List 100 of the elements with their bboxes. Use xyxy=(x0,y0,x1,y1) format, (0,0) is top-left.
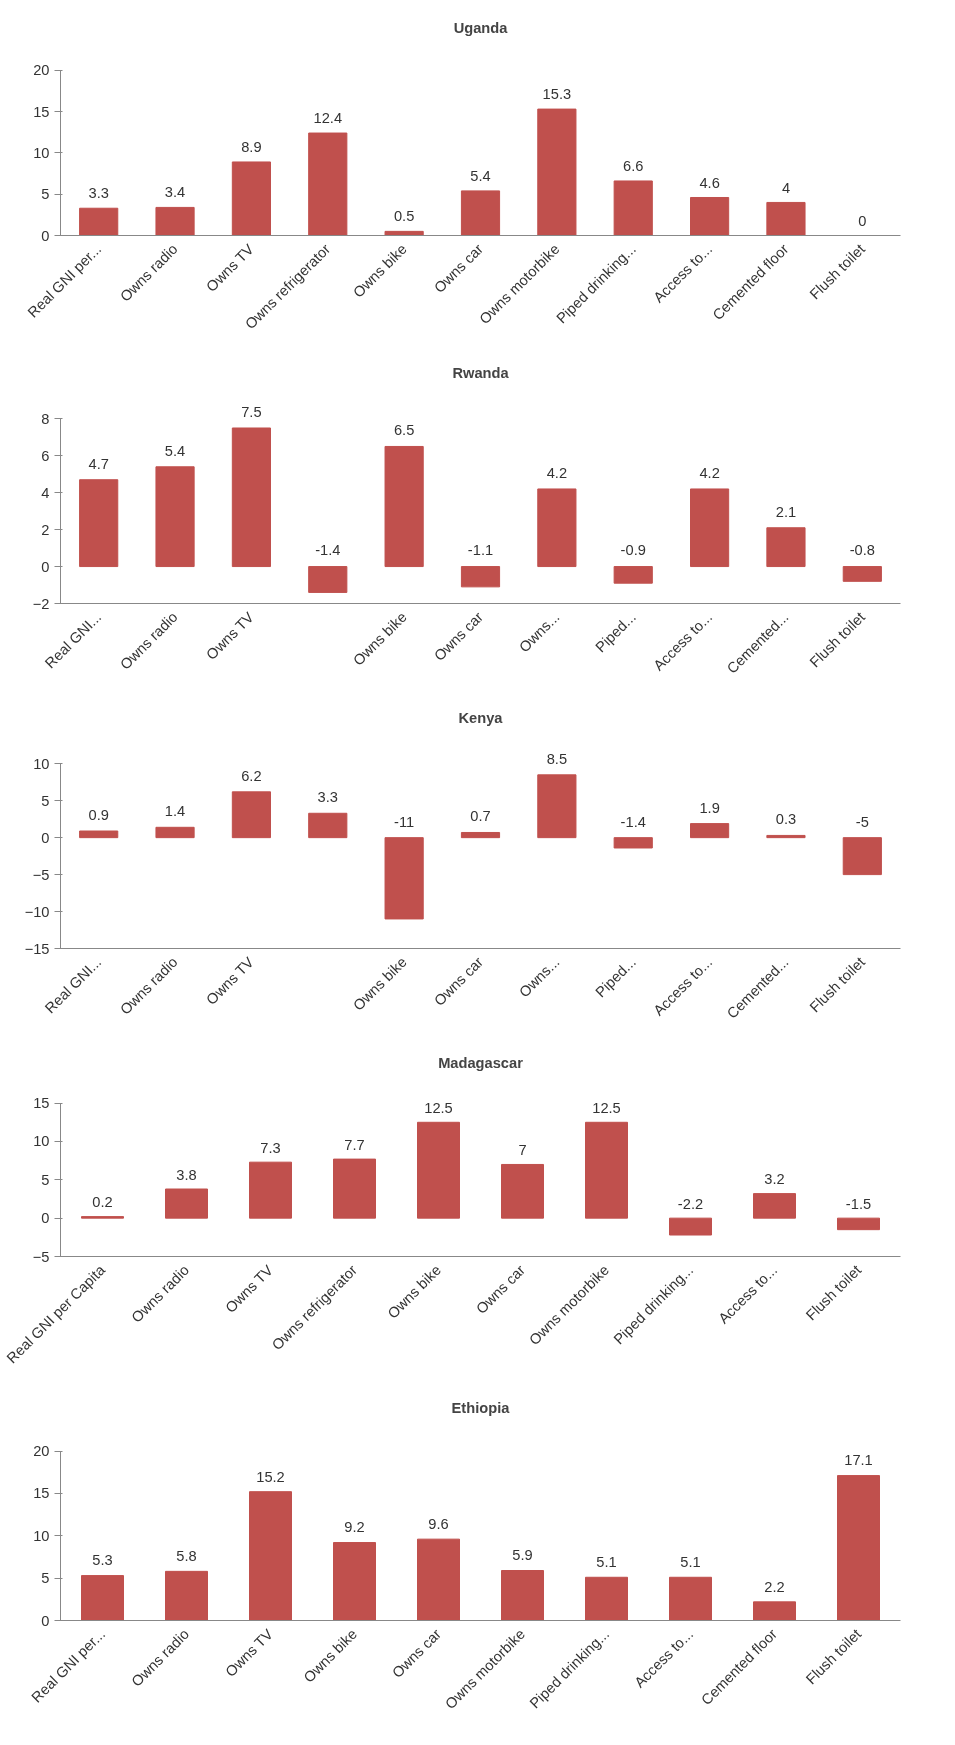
data-label: 0 xyxy=(858,212,867,229)
bar xyxy=(753,1193,796,1219)
bar xyxy=(690,823,730,839)
data-label: 8.9 xyxy=(241,139,262,156)
y-tick-label: 0 xyxy=(41,1210,50,1227)
bar xyxy=(766,834,806,839)
data-label: -5 xyxy=(855,813,869,830)
y-tick-label: 0 xyxy=(41,558,50,575)
data-label: 6.2 xyxy=(241,767,262,784)
bar xyxy=(842,566,882,582)
bar xyxy=(231,161,271,236)
bar xyxy=(613,566,653,584)
bar xyxy=(460,190,501,236)
data-label: 1.9 xyxy=(699,799,720,816)
bar xyxy=(613,180,653,236)
data-label: 7.3 xyxy=(260,1139,281,1156)
bar xyxy=(669,1217,712,1236)
bar xyxy=(501,1570,544,1621)
bar xyxy=(842,837,882,876)
y-tick-label: −10 xyxy=(24,903,50,920)
data-label: 5.9 xyxy=(512,1547,533,1564)
bar xyxy=(308,566,348,593)
bar xyxy=(155,826,195,839)
data-label: 1.4 xyxy=(164,803,186,820)
data-label: 0.7 xyxy=(470,808,491,825)
bar xyxy=(460,566,501,588)
data-label: 5.4 xyxy=(470,167,491,184)
data-label: 12.5 xyxy=(592,1100,621,1117)
bar xyxy=(537,108,577,236)
data-label: 2.2 xyxy=(764,1578,785,1595)
data-label: 4.7 xyxy=(88,455,109,472)
bar xyxy=(585,1121,628,1219)
bar xyxy=(837,1475,880,1621)
bar xyxy=(384,445,424,568)
bar xyxy=(155,206,195,236)
data-label: -0.8 xyxy=(849,542,875,559)
data-label: 0.9 xyxy=(88,806,109,823)
bar xyxy=(308,812,348,839)
chart-title: Madagascar xyxy=(438,1054,524,1071)
y-tick-label: 0 xyxy=(41,1612,50,1629)
bar xyxy=(613,837,653,849)
data-label: 3.4 xyxy=(164,184,186,201)
y-tick-label: −5 xyxy=(32,866,50,883)
y-tick-label: 10 xyxy=(33,1527,50,1544)
bar xyxy=(384,837,424,920)
bar xyxy=(537,774,577,839)
data-label: 3.3 xyxy=(88,185,109,202)
data-label: 4 xyxy=(781,179,791,196)
chart-title: Ethiopia xyxy=(451,1399,511,1416)
bar xyxy=(249,1491,292,1621)
bar xyxy=(669,1576,712,1621)
data-label: 12.4 xyxy=(313,110,343,127)
bar xyxy=(79,479,119,568)
y-tick-label: −2 xyxy=(32,595,50,612)
bar xyxy=(165,1188,208,1219)
data-label: -1.5 xyxy=(845,1195,872,1212)
data-label: 5.8 xyxy=(176,1548,197,1565)
bar xyxy=(79,830,119,839)
data-label: 7.7 xyxy=(344,1136,365,1153)
y-tick-label: −5 xyxy=(32,1248,50,1265)
data-label: 3.3 xyxy=(317,789,338,806)
bar xyxy=(231,791,271,839)
y-tick-label: 15 xyxy=(33,103,50,120)
bar xyxy=(231,427,271,568)
data-label: 4.2 xyxy=(546,464,568,481)
y-tick-label: 8 xyxy=(41,410,50,427)
y-tick-label: 15 xyxy=(33,1095,50,1112)
data-label: -0.9 xyxy=(620,542,646,559)
data-label: 15.2 xyxy=(256,1468,285,1485)
y-tick-label: 10 xyxy=(33,755,50,772)
y-tick-label: −15 xyxy=(24,940,50,957)
data-label: 3.8 xyxy=(176,1166,197,1183)
bar xyxy=(537,488,577,568)
data-label: 0.5 xyxy=(393,208,415,225)
y-tick-label: 2 xyxy=(41,521,50,538)
y-tick-label: 10 xyxy=(33,144,50,161)
bar xyxy=(585,1576,628,1621)
bar xyxy=(460,831,501,839)
y-tick-label: 6 xyxy=(41,447,50,464)
data-label: -11 xyxy=(394,813,415,830)
bar xyxy=(766,201,806,236)
y-tick-label: 5 xyxy=(41,1171,50,1188)
bar xyxy=(308,132,348,236)
data-label: -1.4 xyxy=(620,813,646,830)
data-label: 0.3 xyxy=(775,811,797,828)
bar xyxy=(417,1538,460,1621)
bar xyxy=(766,527,806,568)
data-label: 0.2 xyxy=(92,1194,113,1211)
bar xyxy=(837,1217,880,1231)
y-tick-label: 0 xyxy=(41,829,50,846)
data-label: 8.5 xyxy=(546,750,568,767)
y-tick-label: 4 xyxy=(41,484,50,501)
data-label: 6.6 xyxy=(623,158,644,175)
data-label: 9.2 xyxy=(344,1519,365,1536)
y-tick-label: 10 xyxy=(33,1133,50,1150)
chart-title: Uganda xyxy=(453,19,509,36)
data-label: 5.3 xyxy=(92,1552,113,1569)
y-tick-label: 20 xyxy=(33,62,50,79)
data-label: -1.4 xyxy=(315,542,341,559)
y-tick-label: 20 xyxy=(33,1443,50,1460)
